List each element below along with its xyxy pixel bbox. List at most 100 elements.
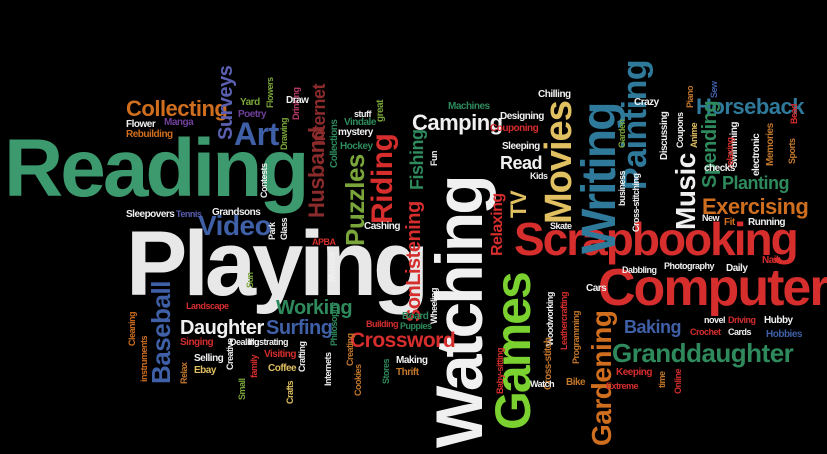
word-fun: Fun <box>429 151 439 166</box>
word-video: Video <box>198 210 272 241</box>
word-spending: Spending <box>699 100 721 188</box>
word-sonlistening: SonListening <box>403 201 425 322</box>
word-making: Making <box>396 355 428 366</box>
word-flower: Flower <box>126 119 156 130</box>
word-singing: Singing <box>180 337 214 348</box>
word-daughter: Daughter <box>180 317 264 339</box>
word-baseball: Baseball <box>146 281 176 384</box>
word-granddaughter: Granddaughter <box>612 338 794 368</box>
word-nail: Nail <box>762 255 779 266</box>
word-relaxing: Relaxing <box>489 193 506 256</box>
word-electronic: electronic <box>751 133 762 176</box>
word-musical: Musical <box>327 252 337 282</box>
word-hobbies: Hobbies <box>766 329 802 340</box>
word-cars: Cars <box>586 283 607 294</box>
word-selling: Selling <box>194 353 224 364</box>
word-surveys: Surveys <box>215 65 237 140</box>
word-sleeping: Sleeping <box>502 141 540 152</box>
word-chilling: Chilling <box>538 89 571 100</box>
word-puzzles: Puzzles <box>340 154 370 246</box>
word-puppies: Puppies <box>400 321 432 331</box>
word-stuff: stuff <box>354 109 372 119</box>
word-relax: Relax <box>179 362 189 384</box>
word-designing: Designing <box>500 111 544 122</box>
word-new: New <box>702 213 720 223</box>
word-thrift: Thrift <box>396 367 419 378</box>
word-read: Read <box>500 153 543 173</box>
word-crossword: Crossword <box>350 329 456 352</box>
word-poetry: Poetry <box>238 109 267 120</box>
word-instruments: instruments <box>139 335 149 382</box>
word-contests: Contests <box>259 163 269 198</box>
word-sports: Sports <box>787 138 797 164</box>
word-hockey: Hockey <box>340 141 373 152</box>
word-checks: checks <box>704 163 735 174</box>
word-novel: novel <box>704 315 726 325</box>
word-running: Running <box>748 217 786 228</box>
word-driving: Driving <box>728 315 756 325</box>
word-business: business <box>617 170 627 206</box>
word-cleaning: Cleaning <box>127 311 137 346</box>
word-planting: Planting <box>722 173 790 193</box>
word-sleepovers: Sleepovers <box>126 209 175 220</box>
word-daily: Daily <box>726 263 748 274</box>
word-collecting: Collecting <box>126 96 228 121</box>
word-small: Small <box>237 378 247 400</box>
word-internets: Internets <box>323 352 333 386</box>
word-illustrating: Illustrating <box>248 337 289 347</box>
word-time: time <box>657 371 667 388</box>
word-sew: Sew <box>709 81 719 98</box>
word-piano: Piano <box>685 85 695 108</box>
word-apba: APBA <box>312 237 336 247</box>
word-yard: Yard <box>240 97 260 108</box>
word-manga: Manga <box>164 117 194 128</box>
word-extreme: Extreme <box>606 381 639 391</box>
word-keeping: Keeping <box>616 367 652 378</box>
word-art: Art <box>234 116 279 152</box>
word-building: Building <box>366 319 399 329</box>
word-flowers: Flowers <box>265 77 275 108</box>
word-crazy: Crazy <box>634 97 659 108</box>
word-music: Music <box>670 153 701 230</box>
word-collections: Collections <box>329 119 340 168</box>
word-scrapbooking: Scrapbooking <box>514 213 799 265</box>
word-stores: Stores <box>381 358 391 384</box>
word-board: Board <box>402 311 429 322</box>
word-cookies: Cookies <box>353 364 363 396</box>
word-couponing: Couponing <box>490 123 539 134</box>
word-bead: Bead <box>789 103 799 124</box>
word-crafting: Crafting <box>297 341 307 373</box>
word-hubby: Hubby <box>764 315 793 326</box>
word-surfing: Surfing <box>266 317 333 339</box>
word-grandsons: Grandsons <box>212 207 261 218</box>
word-playing: Playing <box>126 213 429 315</box>
word-reading: Reading <box>4 123 309 214</box>
word-camping: Camping <box>412 110 503 135</box>
word-leathercrafting: Leathercrafting <box>559 291 569 350</box>
word-memories: Memories <box>765 123 776 166</box>
word-great: great <box>375 100 386 122</box>
word-anime: Anime <box>689 122 699 148</box>
word-creating: Creating <box>345 333 355 366</box>
word-wheeling: Wheeling <box>429 288 439 324</box>
word-park: Park <box>267 222 277 240</box>
word-bike: Bike <box>566 377 586 388</box>
word-ebay: Ebay <box>194 365 216 376</box>
word-fit: Fit <box>724 217 735 228</box>
word-landscape: Landscape <box>186 301 229 311</box>
word-gardening: Gardening <box>586 310 617 446</box>
word-cross-stitching: Cross-stitching <box>631 173 641 232</box>
word-crafts: Crafts <box>285 380 295 404</box>
word-tennis: Tennis <box>176 209 202 219</box>
word-horseback: Horseback <box>696 94 805 119</box>
word-coffee: Coffee <box>268 363 297 374</box>
word-visiting: Visiting <box>264 349 296 360</box>
word-garden: Garden <box>617 119 627 148</box>
word-computer: Computer <box>598 259 827 317</box>
word-philosophy: Philosophy <box>329 302 339 346</box>
word-movies: Movies <box>538 101 580 224</box>
word-drawing: Drawing <box>279 117 289 150</box>
word-draw: Draw <box>286 95 309 106</box>
word-vindale: Vindale <box>344 117 376 128</box>
